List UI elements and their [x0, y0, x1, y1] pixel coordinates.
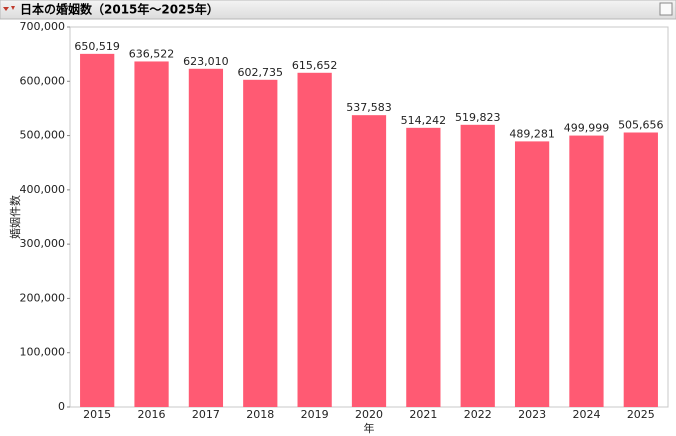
- bar: [623, 132, 658, 407]
- x-tick-label: 2019: [301, 408, 329, 421]
- bar: [243, 79, 278, 408]
- bar: [514, 141, 550, 407]
- bar: [188, 68, 224, 408]
- chart-title: 日本の婚姻数（2015年～2025年）: [20, 2, 219, 17]
- data-label: 623,010: [183, 55, 229, 68]
- data-label: 505,656: [618, 119, 664, 132]
- data-label: 519,823: [455, 111, 501, 124]
- x-tick-label: 2023: [518, 408, 546, 421]
- data-label: 499,999: [564, 122, 610, 135]
- data-label: 636,522: [129, 47, 175, 60]
- y-tick-label: 500,000: [20, 129, 66, 142]
- menu-icon[interactable]: [11, 6, 15, 10]
- x-tick-label: 2018: [246, 408, 274, 421]
- x-axis-label: 年: [364, 421, 375, 435]
- bar: [406, 127, 441, 407]
- data-label: 537,583: [346, 101, 392, 114]
- data-label: 650,519: [74, 40, 120, 53]
- data-label: 615,652: [292, 59, 338, 72]
- y-axis-label: 婚姻件数: [8, 195, 22, 239]
- y-tick-label: 0: [58, 400, 65, 413]
- x-tick-label: 2022: [464, 408, 492, 421]
- corner-icon[interactable]: [659, 2, 673, 16]
- bar: [569, 135, 604, 408]
- x-tick-label: 2024: [572, 408, 600, 421]
- y-tick-label: 600,000: [20, 74, 66, 87]
- x-tick-label: 2025: [627, 408, 655, 421]
- y-tick-label: 400,000: [20, 183, 66, 196]
- data-label: 514,242: [401, 114, 447, 127]
- x-tick-label: 2017: [192, 408, 220, 421]
- data-label: 602,735: [238, 66, 284, 79]
- x-tick-label: 2020: [355, 408, 383, 421]
- bar: [297, 72, 332, 408]
- bar: [351, 115, 387, 408]
- disclosure-icon[interactable]: [3, 7, 9, 11]
- x-tick-label: 2016: [138, 408, 166, 421]
- y-tick-label: 100,000: [20, 346, 66, 359]
- y-tick-label: 200,000: [20, 291, 66, 304]
- bar: [460, 124, 495, 408]
- bar: [134, 61, 169, 408]
- bar: [80, 53, 115, 407]
- y-tick-label: 700,000: [20, 20, 66, 33]
- y-tick-label: 300,000: [20, 237, 66, 250]
- title-bar: [0, 0, 676, 20]
- data-label: 489,281: [509, 127, 555, 140]
- x-tick-label: 2021: [409, 408, 437, 421]
- x-tick-label: 2015: [83, 408, 111, 421]
